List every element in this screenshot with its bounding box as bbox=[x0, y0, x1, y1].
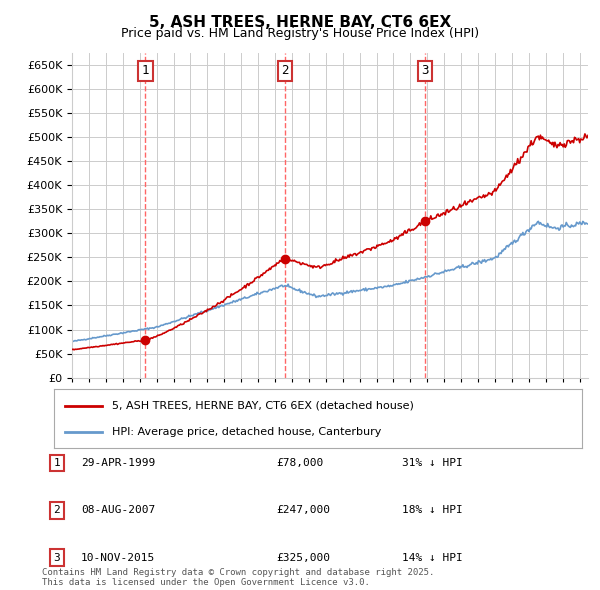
Text: 3: 3 bbox=[421, 64, 429, 77]
Text: Contains HM Land Registry data © Crown copyright and database right 2025.
This d: Contains HM Land Registry data © Crown c… bbox=[42, 568, 434, 587]
Text: 14% ↓ HPI: 14% ↓ HPI bbox=[402, 553, 463, 562]
Text: Price paid vs. HM Land Registry's House Price Index (HPI): Price paid vs. HM Land Registry's House … bbox=[121, 27, 479, 40]
Text: 3: 3 bbox=[53, 553, 61, 562]
Text: 1: 1 bbox=[53, 458, 61, 468]
Text: 18% ↓ HPI: 18% ↓ HPI bbox=[402, 506, 463, 515]
Text: 2: 2 bbox=[281, 64, 289, 77]
Text: 5, ASH TREES, HERNE BAY, CT6 6EX: 5, ASH TREES, HERNE BAY, CT6 6EX bbox=[149, 15, 451, 30]
Text: 5, ASH TREES, HERNE BAY, CT6 6EX (detached house): 5, ASH TREES, HERNE BAY, CT6 6EX (detach… bbox=[112, 401, 414, 411]
Text: 08-AUG-2007: 08-AUG-2007 bbox=[81, 506, 155, 515]
Text: £247,000: £247,000 bbox=[276, 506, 330, 515]
Text: 10-NOV-2015: 10-NOV-2015 bbox=[81, 553, 155, 562]
Text: £78,000: £78,000 bbox=[276, 458, 323, 468]
Text: 29-APR-1999: 29-APR-1999 bbox=[81, 458, 155, 468]
Text: 1: 1 bbox=[142, 64, 149, 77]
Text: 2: 2 bbox=[53, 506, 61, 515]
Text: £325,000: £325,000 bbox=[276, 553, 330, 562]
Text: HPI: Average price, detached house, Canterbury: HPI: Average price, detached house, Cant… bbox=[112, 427, 382, 437]
Text: 31% ↓ HPI: 31% ↓ HPI bbox=[402, 458, 463, 468]
